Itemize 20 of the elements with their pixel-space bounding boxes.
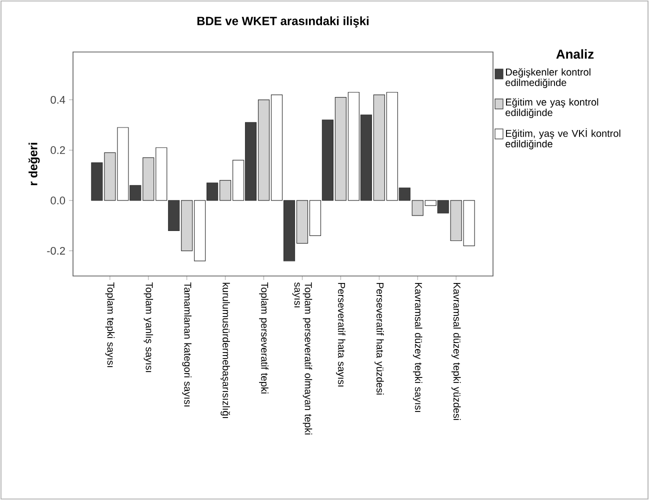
x-tick-label: Toplam perseveratif olmayan tepki sayısı bbox=[292, 282, 312, 434]
x-tick-label: Toplam tepki sayısı bbox=[105, 282, 115, 368]
x-tick-label: Kavramsal düzey tepki sayısı bbox=[412, 283, 422, 412]
y-tick-label: 0.4 bbox=[50, 96, 66, 104]
y-tick-label: 0.0 bbox=[50, 196, 66, 204]
legend-label: Değişkenler kontrol edilmediğinde bbox=[506, 68, 590, 88]
y-tick-label: -0.2 bbox=[47, 246, 65, 255]
x-tick-label: Tamamlanan kategori sayısı bbox=[182, 282, 192, 406]
legend-label: Eğitim ve yaş kontrol edildiğinde bbox=[506, 98, 598, 118]
y-axis-title: r değeri bbox=[28, 142, 40, 186]
x-tick-label: Toplam perseveratif tepki bbox=[259, 282, 268, 394]
legend-label: Eğitim, yaş ve VKİ kontrol edildiğinde bbox=[506, 128, 620, 150]
x-tick-label: kurulumusürdermebaşarısızlığı bbox=[220, 282, 230, 418]
x-tick-label: Toplam yanlış sayısı bbox=[144, 282, 154, 372]
legend-title: Analiz bbox=[556, 49, 594, 59]
x-tick-label: Perseveratif hata sayısı bbox=[336, 283, 346, 386]
x-tick-label: Perseveratif hata yüzdesi bbox=[374, 283, 384, 394]
chart-title: BDE ve WKET arasındaki ilişki bbox=[197, 16, 369, 28]
y-tick-label: 0.2 bbox=[50, 146, 65, 154]
x-tick-label: Kavramsal düzey tepki yüzdesi bbox=[451, 283, 461, 420]
